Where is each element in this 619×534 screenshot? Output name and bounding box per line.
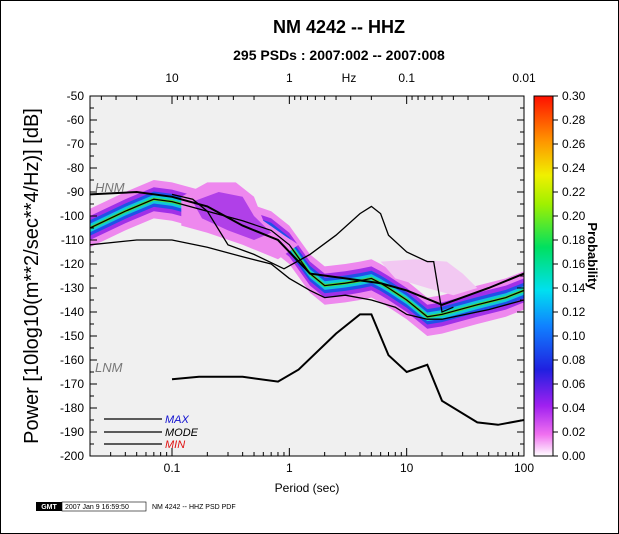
y-tick-label: -50 <box>67 89 85 103</box>
chart-title: NM 4242 -- HHZ <box>273 17 405 37</box>
x-tick-label: 0.1 <box>164 461 181 475</box>
y-tick-label: -100 <box>60 209 84 223</box>
legend-label-mode: MODE <box>165 427 199 439</box>
y-tick-label: -90 <box>67 185 85 199</box>
top-tick-label: 0.01 <box>512 71 536 85</box>
colorbar-tick-label: 0.12 <box>562 305 586 319</box>
y-axis-label: Power [10log10(m**2/sec**4/Hz)] [dB] <box>21 108 43 444</box>
y-tick-label: -190 <box>60 425 84 439</box>
x-tick-label: 10 <box>400 461 414 475</box>
y-tick-label: -70 <box>67 137 85 151</box>
hnm-label: HNM <box>95 180 125 195</box>
colorbar-tick-label: 0.24 <box>562 161 586 175</box>
gmt-logo <box>36 502 62 511</box>
colorbar <box>533 95 554 457</box>
y-tick-label: -80 <box>67 161 85 175</box>
series-line-min <box>90 239 524 320</box>
footer-caption: NM 4242 -- HHZ PSD PDF <box>152 504 236 511</box>
top-tick-label: 1 <box>286 71 293 85</box>
x-axis-label: Period (sec) <box>275 481 340 495</box>
statistic-series <box>90 193 524 320</box>
colorbar-axis: 0.30 0.28 0.26 0.24 0.22 0.20 0.18 0.16 0.14 0.12… <box>553 89 586 463</box>
colorbar-tick-label: 0.28 <box>562 113 586 127</box>
colorbar-tick-label: 0.00 <box>562 449 586 463</box>
colorbar-tick-label: 0.20 <box>562 209 586 223</box>
y-tick-label: -170 <box>60 377 84 391</box>
pdf-band-mid <box>90 187 524 329</box>
top-axis-label: Hz <box>342 71 357 85</box>
timestamp-box <box>61 501 147 512</box>
series-line-mode <box>90 198 524 318</box>
y-tick-label: -120 <box>60 257 84 271</box>
y-tick-label: -150 <box>60 329 84 343</box>
series-line-max <box>171 193 454 313</box>
pdf-blob-inner <box>192 192 272 240</box>
y-tick-label: -180 <box>60 401 84 415</box>
legend-label-min: MIN <box>165 439 185 451</box>
y-tick-label: -200 <box>60 449 84 463</box>
colorbar-tick-label: 0.26 <box>562 137 586 151</box>
top-axis: 10 1 0.1 0.01 <box>89 71 536 104</box>
pdf-blob-right <box>380 259 478 296</box>
colorbar-label: Probability <box>585 222 600 290</box>
y-tick-label: -60 <box>67 113 85 127</box>
y-tick-label: -110 <box>61 233 84 247</box>
y-axis: -50 -60 -70 -80 -90 -100 -110 -120 -130 -140 -150 -… <box>60 89 524 463</box>
y-tick-label: -160 <box>60 353 84 367</box>
footer-timestamp: 2007 Jan 9 16:59:50 <box>65 504 129 511</box>
model-line-lnm <box>171 313 524 426</box>
x-tick-label: 1 <box>286 461 293 475</box>
legend: MAX MODE MIN <box>104 414 199 451</box>
colorbar-tick-label: 0.22 <box>562 185 586 199</box>
chart-subtitle: 295 PSDs : 2007:002 -- 2007:008 <box>233 47 445 63</box>
legend-label-max: MAX <box>165 414 190 426</box>
colorbar-tick-label: 0.08 <box>562 353 586 367</box>
x-tick-label: 100 <box>514 461 534 475</box>
top-tick-label: 10 <box>165 71 179 85</box>
x-axis: 0.1 1 10 100 <box>89 448 534 475</box>
y-tick-label: -130 <box>60 281 84 295</box>
lnm-label: LNM <box>95 360 123 375</box>
colorbar-tick-label: 0.06 <box>562 377 586 391</box>
footer: GMT 2007 Jan 9 16:59:50 NM 4242 -- HHZ P… <box>36 501 236 512</box>
colorbar-tick-label: 0.14 <box>562 281 586 295</box>
colorbar-tick-label: 0.04 <box>562 401 586 415</box>
colorbar-tick-label: 0.16 <box>562 257 586 271</box>
gmt-logo-text: GMT <box>41 504 57 511</box>
y-tick-label: -140 <box>60 305 84 319</box>
top-tick-label: 0.1 <box>398 71 415 85</box>
colorbar-tick-label: 0.18 <box>562 233 586 247</box>
colorbar-tick-label: 0.10 <box>562 329 586 343</box>
colorbar-tick-label: 0.02 <box>562 425 586 439</box>
colorbar-tick-label: 0.30 <box>562 89 586 103</box>
